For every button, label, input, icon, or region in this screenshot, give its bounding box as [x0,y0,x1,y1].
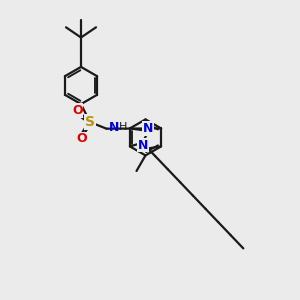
Text: S: S [85,115,95,129]
Text: H: H [119,122,127,132]
Text: N: N [109,121,119,134]
Text: N: N [138,139,148,152]
Text: N: N [143,122,153,135]
Text: O: O [72,104,83,117]
Text: O: O [76,132,87,146]
